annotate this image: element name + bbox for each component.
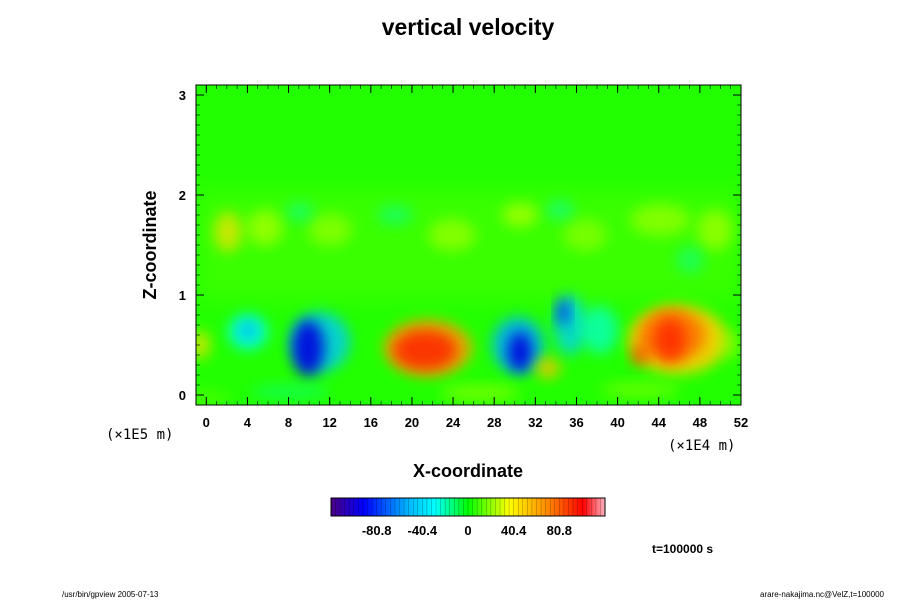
x-tick-label-0: 0 — [203, 415, 210, 430]
x-axis: 0 4 8 12 16 20 24 28 32 36 40 44 48 52 — [203, 85, 748, 430]
x-tick-label-1: 4 — [244, 415, 252, 430]
colorbar-tick-label-1: -40.4 — [408, 523, 438, 538]
colorbar-tick-label-4: 80.8 — [547, 523, 572, 538]
x-tick-label-4: 16 — [364, 415, 378, 430]
x-tick-label-12: 48 — [693, 415, 707, 430]
x-tick-label-10: 40 — [610, 415, 624, 430]
x-tick-label-11: 44 — [652, 415, 667, 430]
field-layer — [196, 190, 741, 405]
x-axis-label: X-coordinate — [413, 461, 523, 481]
colorbar-ticks: -80.8 -40.4 0 40.4 80.8 — [362, 523, 572, 538]
y-tick-label-3: 3 — [179, 88, 186, 103]
x-tick-label-5: 20 — [405, 415, 419, 430]
colorbar-lines — [335, 498, 601, 516]
colorbar-tick-label-2: 0 — [464, 523, 471, 538]
y-axis: 0 1 2 3 — [179, 88, 741, 403]
x-tick-label-3: 12 — [322, 415, 336, 430]
chart-title: vertical velocity — [381, 14, 555, 40]
x-tick-label-13: 52 — [734, 415, 748, 430]
x-tick-label-7: 28 — [487, 415, 501, 430]
y-tick-label-1: 1 — [179, 288, 186, 303]
x-tick-label-8: 32 — [528, 415, 542, 430]
z-unit-label: (×1E5 m) — [106, 427, 173, 443]
y-tick-label-0: 0 — [179, 388, 186, 403]
footer-right: arare-nakajima.nc@VelZ,t=100000 — [760, 590, 884, 599]
colorbar-tick-label-0: -80.8 — [362, 523, 392, 538]
time-label: t=100000 s — [652, 542, 714, 556]
x-tick-label-6: 24 — [446, 415, 461, 430]
colorbar-tick-label-3: 40.4 — [501, 523, 527, 538]
x-tick-label-2: 8 — [285, 415, 292, 430]
y-axis-label: Z-coordinate — [140, 190, 160, 299]
footer-left: /usr/bin/gpview 2005-07-13 — [62, 590, 159, 599]
x-unit-label: (×1E4 m) — [668, 438, 735, 454]
x-tick-label-9: 36 — [569, 415, 583, 430]
y-tick-label-2: 2 — [179, 188, 186, 203]
